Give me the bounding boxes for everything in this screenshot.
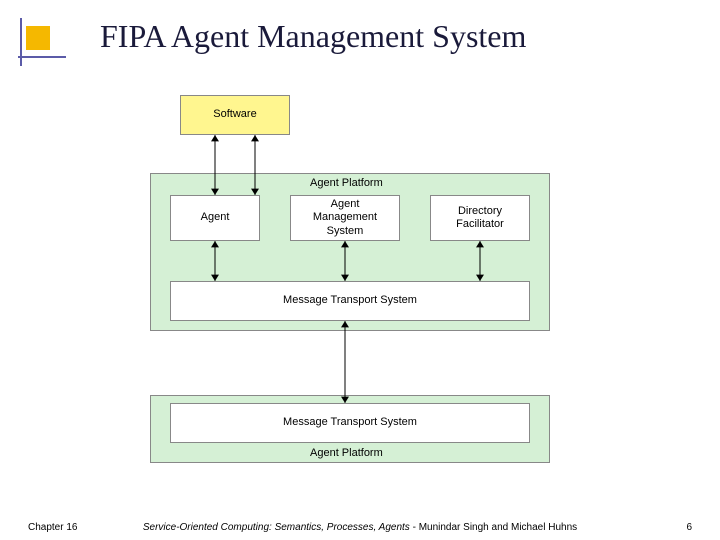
footer-book-title: Service-Oriented Computing: Semantics, P… bbox=[143, 522, 410, 533]
ams-box: Agent Management System bbox=[290, 195, 400, 241]
df-box: Directory Facilitator bbox=[430, 195, 530, 241]
slide-corner-decoration bbox=[18, 18, 66, 66]
footer-book-authors: - Munindar Singh and Michael Huhns bbox=[410, 522, 577, 533]
agent-platform-top-label: Agent Platform bbox=[310, 177, 383, 189]
slide-title: FIPA Agent Management System bbox=[100, 18, 526, 55]
corner-vline bbox=[20, 18, 22, 66]
mts-bottom-box: Message Transport System bbox=[170, 403, 530, 443]
corner-square bbox=[26, 26, 50, 50]
agent-platform-bottom-label: Agent Platform bbox=[310, 447, 383, 459]
corner-hline bbox=[18, 56, 66, 58]
software-box: Software bbox=[180, 95, 290, 135]
agent-box: Agent bbox=[170, 195, 260, 241]
footer-book: Service-Oriented Computing: Semantics, P… bbox=[0, 522, 720, 533]
mts-top-box: Message Transport System bbox=[170, 281, 530, 321]
footer-page-number: 6 bbox=[686, 522, 692, 533]
fipa-diagram: Agent Platform Agent Platform Software A… bbox=[150, 95, 570, 475]
